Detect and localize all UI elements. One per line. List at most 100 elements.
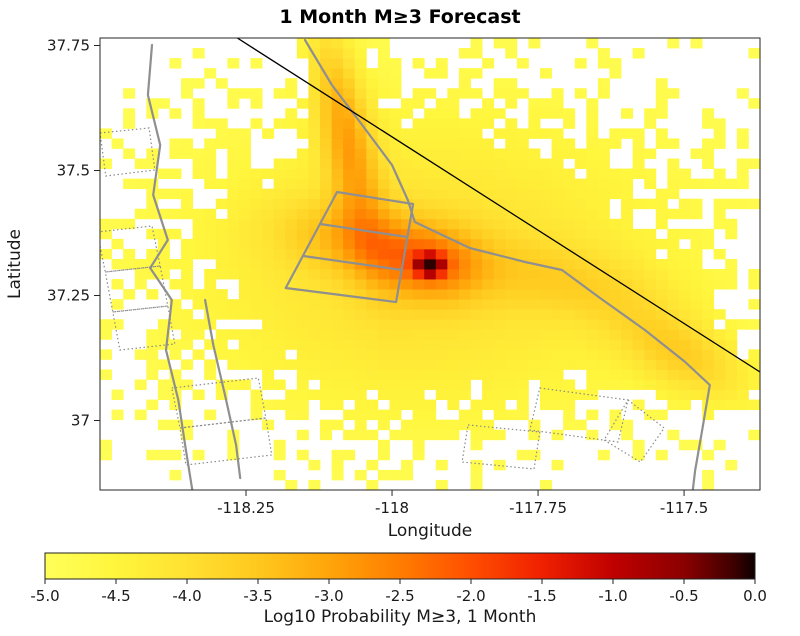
heatmap-cell xyxy=(597,309,610,320)
heatmap-cell xyxy=(262,349,275,360)
heatmap-cell xyxy=(377,258,390,270)
heatmap-cell xyxy=(389,58,402,69)
heatmap-cell xyxy=(296,238,309,250)
heatmap-cell xyxy=(447,369,460,380)
heatmap-cell xyxy=(377,409,390,421)
heatmap-cell xyxy=(389,188,402,200)
heatmap-cell xyxy=(424,349,437,360)
heatmap-cell xyxy=(644,409,657,421)
heatmap-cell xyxy=(354,48,367,59)
heatmap-cell xyxy=(516,228,529,240)
heatmap-cell xyxy=(401,369,414,380)
heatmap-cell xyxy=(401,299,414,310)
colorbar-tick-label: -2.5 xyxy=(385,587,414,605)
heatmap-cell xyxy=(702,279,715,290)
heatmap-cell xyxy=(377,108,390,119)
heatmap-cell xyxy=(181,279,194,290)
heatmap-cell xyxy=(435,178,448,190)
heatmap-cell xyxy=(389,399,402,411)
colorbar-tick-label: -4.0 xyxy=(172,587,201,605)
heatmap-cell xyxy=(412,188,425,200)
heatmap-cell xyxy=(111,238,124,250)
heatmap-cell xyxy=(424,369,437,380)
heatmap-cell xyxy=(632,399,645,411)
heatmap-cell xyxy=(516,158,529,169)
heatmap-cell xyxy=(563,279,576,290)
heatmap-cell xyxy=(528,359,541,370)
x-tick-label: -118.25 xyxy=(217,499,275,517)
heatmap-cell xyxy=(343,369,356,380)
heatmap-cell xyxy=(505,158,518,169)
heatmap-cell xyxy=(493,178,506,190)
heatmap-cell xyxy=(540,128,552,139)
heatmap-cell xyxy=(736,168,749,180)
heatmap-cell xyxy=(296,279,309,290)
heatmap-cell xyxy=(331,329,344,340)
heatmap-cell xyxy=(609,379,622,390)
heatmap-cell xyxy=(540,399,552,411)
heatmap-cell xyxy=(644,238,657,250)
heatmap-cell xyxy=(470,48,483,59)
heatmap-cell xyxy=(655,329,668,340)
heatmap-cell xyxy=(748,299,760,310)
heatmap-cell xyxy=(655,188,668,200)
heatmap-cell xyxy=(204,118,217,129)
heatmap-cell xyxy=(377,329,390,340)
heatmap-cell xyxy=(389,269,402,280)
heatmap-cell xyxy=(667,38,680,49)
heatmap-cell xyxy=(273,198,286,210)
heatmap-cell xyxy=(296,369,309,380)
heatmap-cell xyxy=(157,98,170,109)
heatmap-cell xyxy=(586,379,599,390)
colorbar-tick-label: -3.0 xyxy=(314,587,343,605)
heatmap-cell xyxy=(736,138,749,149)
heatmap-cell xyxy=(412,198,425,210)
heatmap-cell xyxy=(250,289,263,300)
heatmap-cell xyxy=(215,218,228,230)
heatmap-cell xyxy=(343,118,356,129)
heatmap-cell xyxy=(493,108,506,119)
heatmap-cell xyxy=(597,449,610,461)
heatmap-cell xyxy=(563,118,576,129)
heatmap-cell xyxy=(678,289,691,300)
heatmap-cell xyxy=(331,279,344,290)
heatmap-cell xyxy=(609,218,622,230)
heatmap-cell xyxy=(262,399,275,411)
heatmap-cell xyxy=(597,88,610,99)
heatmap-cell xyxy=(204,248,217,260)
heatmap-cell xyxy=(146,269,159,280)
heatmap-cell xyxy=(563,168,576,180)
heatmap-cell xyxy=(169,148,182,159)
heatmap-cell xyxy=(354,429,367,441)
heatmap-cell xyxy=(736,319,749,330)
heatmap-cell xyxy=(748,158,760,169)
fault-line xyxy=(319,222,409,239)
heatmap-cell xyxy=(308,309,321,320)
heatmap-cell xyxy=(354,329,367,340)
heatmap-cell xyxy=(181,258,194,270)
heatmap-cell xyxy=(447,289,460,300)
heatmap-cell xyxy=(354,349,367,360)
heatmap-cell xyxy=(667,429,680,441)
heatmap-cell xyxy=(597,198,610,210)
heatmap-cell xyxy=(458,48,471,59)
heatmap-cell xyxy=(123,218,136,230)
heatmap-cell xyxy=(713,168,726,180)
heatmap-cell xyxy=(308,208,321,220)
heatmap-cell xyxy=(227,98,240,109)
heatmap-cell xyxy=(424,258,437,270)
heatmap-cell xyxy=(366,78,379,89)
heatmap-cell xyxy=(482,148,495,159)
heatmap-cell xyxy=(736,88,749,99)
heatmap-cell xyxy=(262,258,275,270)
heatmap-cell xyxy=(551,279,564,290)
heatmap-cell xyxy=(516,309,529,320)
heatmap-cell xyxy=(285,289,298,300)
heatmap-cell xyxy=(551,289,564,300)
heatmap-cell xyxy=(262,379,275,390)
heatmap-cell xyxy=(644,178,657,190)
heatmap-cell xyxy=(748,48,760,59)
heatmap-cell xyxy=(505,168,518,180)
